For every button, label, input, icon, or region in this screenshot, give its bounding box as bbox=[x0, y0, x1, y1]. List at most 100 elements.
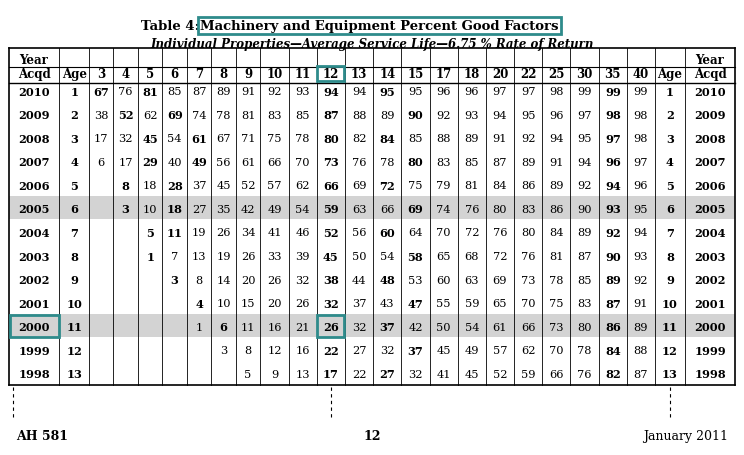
Text: 13: 13 bbox=[66, 369, 82, 379]
Text: 95: 95 bbox=[577, 134, 591, 144]
Text: 86: 86 bbox=[549, 204, 564, 214]
Text: Year: Year bbox=[19, 54, 48, 67]
Text: 32: 32 bbox=[323, 298, 339, 309]
Text: 45: 45 bbox=[436, 345, 451, 355]
Text: 2003: 2003 bbox=[694, 251, 725, 262]
Text: 80: 80 bbox=[577, 322, 591, 332]
Text: 7: 7 bbox=[195, 68, 203, 81]
Text: 75: 75 bbox=[267, 134, 282, 144]
Text: 40: 40 bbox=[167, 157, 182, 167]
Text: 85: 85 bbox=[464, 157, 479, 167]
Text: 14: 14 bbox=[379, 68, 395, 81]
Text: 90: 90 bbox=[577, 204, 591, 214]
Text: 1998: 1998 bbox=[18, 369, 50, 379]
Text: 92: 92 bbox=[577, 181, 591, 191]
Text: 1999: 1999 bbox=[694, 345, 726, 356]
Text: 2003: 2003 bbox=[19, 251, 50, 262]
Text: 10: 10 bbox=[217, 298, 231, 308]
Text: 49: 49 bbox=[191, 157, 207, 168]
Text: 2004: 2004 bbox=[694, 228, 725, 238]
Text: 2004: 2004 bbox=[19, 228, 50, 238]
Text: 9: 9 bbox=[271, 369, 278, 379]
Text: 73: 73 bbox=[549, 322, 564, 332]
Text: 66: 66 bbox=[323, 180, 339, 192]
Text: 32: 32 bbox=[295, 275, 310, 285]
Text: 12: 12 bbox=[363, 429, 381, 442]
Text: 13: 13 bbox=[351, 68, 368, 81]
Text: 2008: 2008 bbox=[19, 133, 50, 144]
Text: 43: 43 bbox=[380, 298, 394, 308]
Text: 52: 52 bbox=[323, 228, 339, 238]
Text: 44: 44 bbox=[352, 275, 366, 285]
Text: Machinery and Equipment Percent Good Factors: Machinery and Equipment Percent Good Fac… bbox=[200, 20, 559, 33]
Text: 89: 89 bbox=[634, 322, 648, 332]
Text: 69: 69 bbox=[352, 181, 366, 191]
Text: 2008: 2008 bbox=[694, 133, 725, 144]
Text: 26: 26 bbox=[295, 298, 310, 308]
Text: 76: 76 bbox=[521, 252, 536, 262]
Text: 45: 45 bbox=[217, 181, 231, 191]
Text: 94: 94 bbox=[352, 87, 366, 97]
Text: 86: 86 bbox=[605, 322, 620, 333]
Text: 66: 66 bbox=[267, 157, 282, 167]
Text: 16: 16 bbox=[295, 345, 310, 355]
Text: 2009: 2009 bbox=[19, 110, 50, 121]
Text: 87: 87 bbox=[605, 298, 620, 309]
Text: 2001: 2001 bbox=[18, 298, 50, 309]
Text: 49: 49 bbox=[464, 345, 479, 355]
Text: 87: 87 bbox=[634, 369, 648, 379]
Text: 27: 27 bbox=[379, 369, 395, 379]
Text: 22: 22 bbox=[323, 345, 339, 356]
Text: 18: 18 bbox=[464, 68, 480, 81]
Text: 99: 99 bbox=[577, 87, 591, 97]
Text: 37: 37 bbox=[408, 345, 423, 356]
Text: 94: 94 bbox=[605, 180, 620, 192]
Text: 81: 81 bbox=[241, 111, 255, 120]
Text: 18: 18 bbox=[143, 181, 158, 191]
Text: 82: 82 bbox=[605, 369, 620, 379]
Text: 16: 16 bbox=[267, 322, 282, 332]
Text: 89: 89 bbox=[521, 157, 536, 167]
Text: 70: 70 bbox=[549, 345, 564, 355]
Text: 84: 84 bbox=[493, 181, 507, 191]
Text: 9: 9 bbox=[666, 274, 674, 285]
Text: 73: 73 bbox=[323, 157, 339, 168]
Text: 97: 97 bbox=[493, 87, 507, 97]
Text: Individual Properties—Average Service Life—6.75 % Rate of Return: Individual Properties—Average Service Li… bbox=[150, 38, 594, 51]
Text: 62: 62 bbox=[295, 181, 310, 191]
Text: 7: 7 bbox=[171, 252, 179, 262]
Text: 62: 62 bbox=[143, 111, 158, 120]
Text: 68: 68 bbox=[464, 252, 479, 262]
Text: 94: 94 bbox=[577, 157, 591, 167]
Text: 4: 4 bbox=[666, 157, 674, 168]
Text: 37: 37 bbox=[192, 181, 206, 191]
Text: Year: Year bbox=[696, 54, 725, 67]
Text: 38: 38 bbox=[323, 274, 339, 285]
Text: 91: 91 bbox=[241, 87, 255, 97]
Text: 7: 7 bbox=[666, 228, 674, 238]
Text: 17: 17 bbox=[435, 68, 452, 81]
Text: 80: 80 bbox=[408, 157, 423, 168]
Text: 2007: 2007 bbox=[694, 157, 725, 168]
Text: 17: 17 bbox=[118, 157, 133, 167]
Bar bbox=[9, 314, 735, 338]
Text: 92: 92 bbox=[436, 111, 451, 120]
Text: 80: 80 bbox=[323, 133, 339, 144]
Text: 97: 97 bbox=[605, 133, 620, 144]
Text: 85: 85 bbox=[295, 111, 310, 120]
Text: 98: 98 bbox=[634, 111, 648, 120]
Text: 26: 26 bbox=[217, 228, 231, 238]
Text: 5: 5 bbox=[146, 68, 154, 81]
Text: 2: 2 bbox=[70, 110, 78, 121]
Text: 4: 4 bbox=[121, 68, 129, 81]
Text: 84: 84 bbox=[379, 133, 395, 144]
Text: 93: 93 bbox=[605, 204, 620, 215]
Text: 94: 94 bbox=[493, 111, 507, 120]
Text: 46: 46 bbox=[295, 228, 310, 238]
Text: 69: 69 bbox=[408, 204, 423, 215]
Text: 2006: 2006 bbox=[19, 180, 50, 192]
Text: 95: 95 bbox=[408, 87, 423, 97]
Text: 83: 83 bbox=[267, 111, 282, 120]
Text: 76: 76 bbox=[493, 228, 507, 238]
Text: Table 4:: Table 4: bbox=[141, 20, 199, 33]
